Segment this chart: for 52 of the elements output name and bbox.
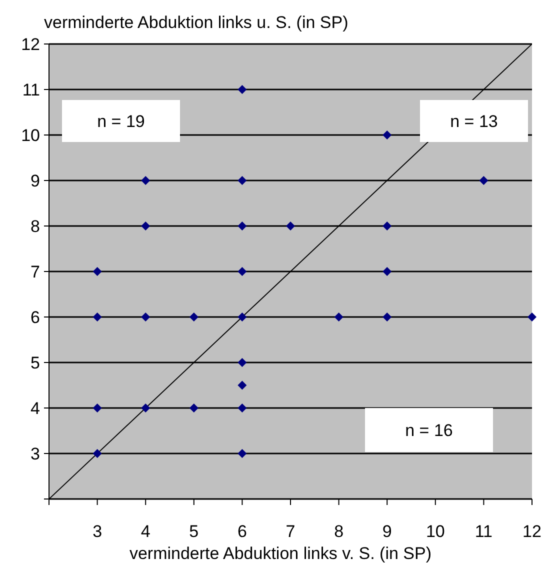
point bbox=[141, 222, 150, 230]
x-tick-label: 4 bbox=[140, 522, 150, 541]
y-tick-label: 7 bbox=[30, 262, 40, 282]
point bbox=[334, 312, 344, 322]
point bbox=[528, 312, 536, 322]
y-axis-title: verminderte Abduktion links u. S. (in SP) bbox=[44, 13, 348, 32]
x-tick-label: 7 bbox=[286, 522, 296, 541]
point bbox=[238, 449, 247, 458]
point bbox=[238, 380, 247, 390]
point bbox=[238, 267, 247, 276]
point bbox=[92, 267, 102, 276]
point bbox=[382, 222, 392, 230]
x-tick-label: 5 bbox=[189, 522, 199, 541]
annotation: n = 16 bbox=[405, 421, 453, 440]
x-tick-label: 3 bbox=[92, 522, 102, 541]
x-tick-label: 9 bbox=[382, 522, 392, 541]
annotation: n = 13 bbox=[450, 112, 498, 131]
y-tick-label: 8 bbox=[30, 217, 40, 236]
y-tick-label: 3 bbox=[30, 444, 40, 464]
point bbox=[286, 222, 295, 230]
point bbox=[189, 312, 198, 322]
point bbox=[238, 312, 247, 322]
x-tick-label: 12 bbox=[522, 522, 542, 541]
point bbox=[382, 130, 392, 140]
x-tick-label: 10 bbox=[426, 522, 445, 541]
x-tick-label: 11 bbox=[474, 522, 493, 541]
y-tick-label: 5 bbox=[30, 354, 40, 372]
point bbox=[238, 176, 247, 185]
y-tick-label: 11 bbox=[22, 80, 40, 100]
point bbox=[382, 312, 392, 322]
y-tick-label: 9 bbox=[30, 172, 40, 190]
annotation: n = 19 bbox=[97, 112, 145, 131]
y-tick-label: 6 bbox=[30, 308, 40, 327]
x-axis-title: verminderte Abduktion links v. S. (in SP) bbox=[129, 544, 432, 563]
point bbox=[92, 449, 102, 458]
x-tick-label: 6 bbox=[237, 522, 247, 541]
point bbox=[238, 404, 247, 412]
point bbox=[92, 404, 102, 412]
y-tick-label: 4 bbox=[30, 399, 40, 418]
x-tick-label: 8 bbox=[334, 522, 344, 541]
point bbox=[92, 312, 102, 322]
point bbox=[479, 176, 488, 185]
point bbox=[189, 404, 198, 412]
point bbox=[238, 85, 247, 94]
y-tick-label: 10 bbox=[21, 126, 40, 145]
point bbox=[238, 358, 247, 367]
y-tick-label: 12 bbox=[21, 35, 40, 54]
point bbox=[382, 267, 392, 276]
point bbox=[141, 176, 150, 185]
point bbox=[141, 312, 150, 322]
point bbox=[141, 404, 150, 412]
point bbox=[238, 222, 247, 230]
